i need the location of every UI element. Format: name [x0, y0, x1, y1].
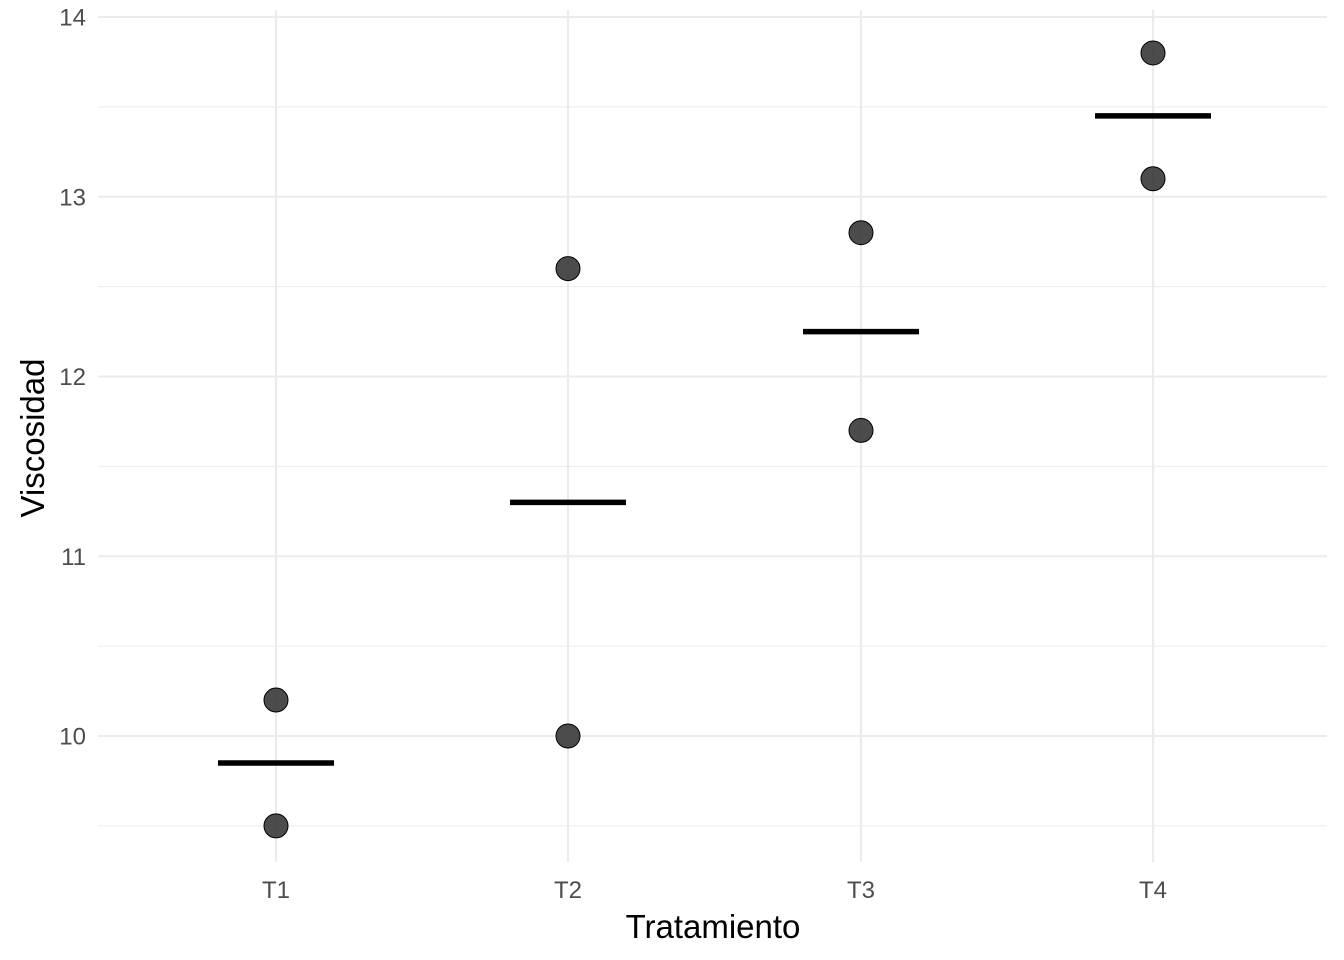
data-point: [1140, 40, 1166, 66]
y-tick-label: 10: [59, 724, 86, 751]
data-point: [1140, 166, 1166, 192]
x-tick-label: T2: [554, 877, 582, 904]
point-layer: [263, 40, 1166, 839]
data-point: [555, 723, 581, 749]
y-tick-label: 13: [59, 184, 86, 211]
tick-layer: 10 11 12 13 14 T1 T2 T3 T4: [59, 5, 1167, 905]
data-point: [263, 813, 289, 839]
x-tick-label: T1: [262, 877, 290, 904]
x-tick-label: T3: [847, 877, 875, 904]
data-point: [263, 687, 289, 713]
x-tick-label: T4: [1139, 877, 1167, 904]
data-point: [848, 417, 874, 443]
y-tick-label: 14: [59, 5, 86, 32]
grid-layer: [98, 10, 1327, 862]
y-tick-label: 11: [61, 544, 86, 571]
y-tick-label: 12: [59, 364, 86, 391]
mean-layer: [218, 113, 1211, 766]
data-point: [848, 220, 874, 246]
data-point: [555, 256, 581, 282]
x-axis-title: Tratamiento: [626, 908, 801, 945]
y-axis-title: Viscosidad: [14, 359, 51, 518]
